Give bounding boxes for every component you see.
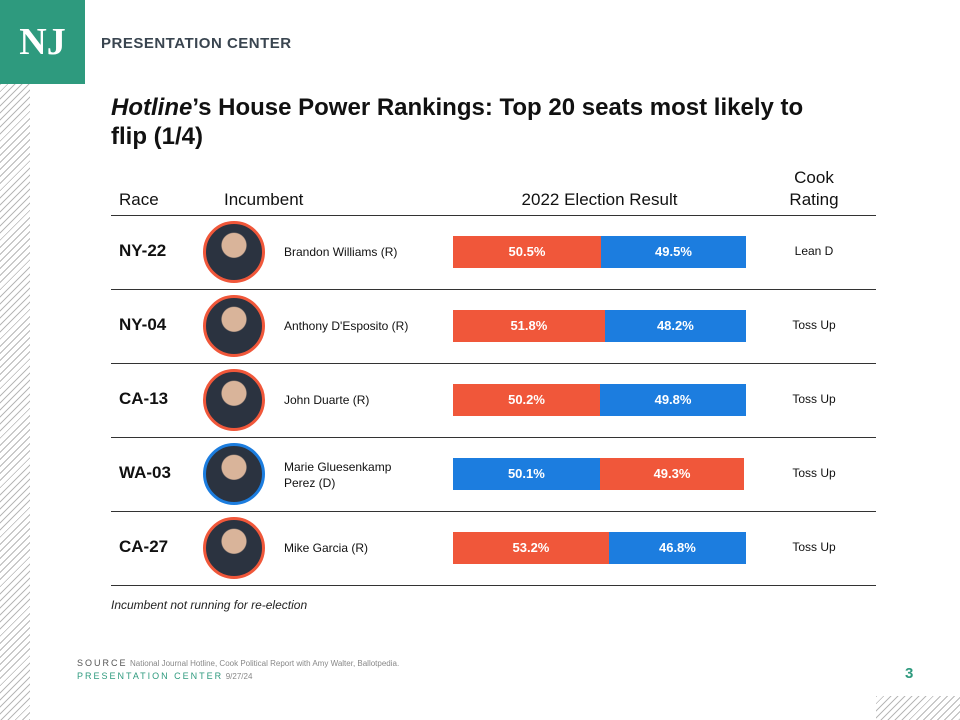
row-rule (111, 437, 876, 438)
title-italic: Hotline (111, 94, 193, 121)
result-bar (600, 384, 746, 416)
incumbent: Mike Garcia (R) (284, 541, 369, 555)
row-rule (111, 289, 876, 290)
logo: NJ (0, 0, 85, 84)
incumbent: John Duarte (R) (284, 393, 370, 407)
photo (203, 443, 265, 505)
photo (203, 221, 265, 283)
source-text: National Journal Hotline, Cook Political… (130, 659, 400, 668)
hatch-left (0, 84, 30, 720)
page-number: 3 (905, 665, 914, 682)
row-rule (111, 363, 876, 364)
title-rest: ’s House Power Rankings: Top 20 seats mo… (111, 94, 804, 150)
result-label: 48.2% (656, 318, 694, 333)
row-rule (111, 511, 876, 512)
title: Hotline’s House Power Rankings: Top 20 s… (111, 93, 831, 151)
incumbent: Marie Gluesenkamp Perez (D) (284, 460, 392, 490)
footer-center: PRESENTATION CENTER 9/27/24 (77, 671, 252, 681)
source: SOURCE National Journal Hotline, Cook Po… (77, 658, 399, 668)
result-label: 51.8% (510, 318, 548, 333)
race: NY-04 (119, 315, 167, 334)
rating: Toss Up (792, 466, 836, 480)
race: CA-13 (119, 389, 169, 408)
header-rule (111, 215, 876, 216)
incumbent: Anthony D'Esposito (R) (284, 319, 409, 333)
result-bar (453, 310, 605, 342)
result-label: 53.2% (512, 540, 550, 555)
photo (203, 369, 265, 431)
source-label: SOURCE (77, 658, 128, 668)
race: NY-22 (119, 241, 167, 260)
date: 9/27/24 (225, 672, 253, 681)
photo (203, 517, 265, 579)
rating: Toss Up (792, 540, 836, 554)
photo (203, 295, 265, 357)
result-label: 50.1% (507, 466, 545, 481)
column-header: 2022 Election Result (521, 190, 678, 209)
result-bar (453, 532, 609, 564)
column-header: Race (119, 190, 159, 209)
result-bar (600, 236, 746, 268)
result-bar (453, 458, 600, 490)
result-bar (608, 532, 746, 564)
result-label: 49.8% (654, 392, 692, 407)
result-label: 50.5% (508, 244, 546, 259)
row-rule (111, 585, 876, 586)
header-label: PRESENTATION CENTER (101, 35, 292, 52)
footnote: Incumbent not running for re-election (111, 598, 308, 612)
column-header: Cook Rating (789, 168, 839, 209)
result-bar (453, 384, 601, 416)
result-bar (453, 236, 601, 268)
rating: Toss Up (792, 392, 836, 406)
result-bar (599, 458, 745, 490)
column-header: Incumbent (224, 190, 304, 209)
result-label: 49.5% (655, 244, 692, 259)
rating: Lean D (794, 244, 834, 258)
race: WA-03 (119, 463, 171, 482)
race: CA-27 (119, 537, 169, 556)
result-label: 50.2% (508, 392, 545, 407)
result-bar (604, 310, 746, 342)
rating: Toss Up (792, 318, 836, 332)
result-label: 46.8% (658, 540, 696, 555)
hatch-corner (876, 696, 960, 720)
incumbent: Brandon Williams (R) (284, 245, 398, 259)
result-label: 49.3% (653, 466, 691, 481)
center-label: PRESENTATION CENTER (77, 671, 224, 681)
